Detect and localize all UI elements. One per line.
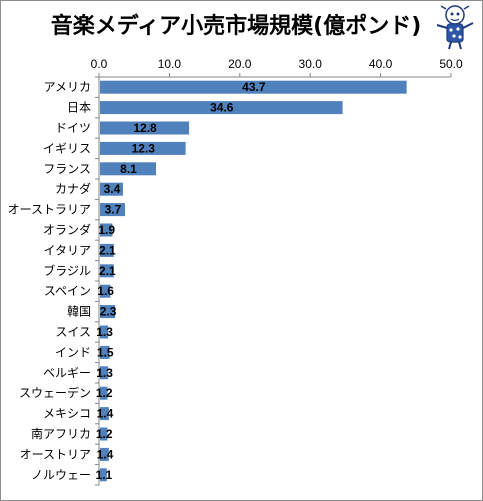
mascot-illustration-icon (436, 5, 474, 50)
x-tick-label: 50.0 (439, 57, 463, 71)
bar (100, 141, 186, 155)
data-label: 2.1 (99, 243, 116, 257)
data-label: 1.9 (98, 223, 115, 237)
chart-title: 音楽メディア小売市場規模(億ポンド) (50, 14, 422, 39)
data-label: 34.6 (210, 101, 234, 115)
category-label: 南アフリカ (31, 426, 91, 441)
data-label: 3.7 (105, 203, 122, 217)
x-tick-label: 40.0 (369, 57, 393, 71)
data-label: 1.2 (96, 386, 113, 400)
category-label: ドイツ (55, 121, 91, 135)
category-label: オーストリア (20, 447, 91, 461)
bar (100, 223, 113, 237)
data-label: 1.4 (97, 447, 114, 461)
data-label: 1.6 (97, 284, 114, 298)
bar (100, 80, 407, 94)
category-label: ノルウェー (31, 468, 91, 482)
category-label: 日本 (67, 101, 91, 115)
category-label: ブラジル (43, 263, 91, 278)
category-label: フランス (43, 162, 91, 176)
category-label: スペイン (44, 284, 91, 298)
bar (100, 345, 110, 359)
bar (100, 386, 108, 400)
data-label: 1.5 (97, 345, 114, 359)
data-label: 12.3 (132, 141, 156, 155)
data-label: 8.1 (120, 162, 137, 176)
category-label: スウェーデン (19, 385, 91, 400)
bar (100, 101, 343, 115)
x-tick-label: 20.0 (228, 57, 252, 71)
bar (100, 121, 190, 135)
x-tick-label: 30.0 (299, 57, 323, 71)
bar (100, 447, 109, 461)
bar (100, 305, 116, 319)
category-label: 韓国 (67, 305, 91, 319)
category-label: アメリカ (44, 80, 91, 94)
data-label: 1.1 (96, 468, 113, 482)
x-tick-label: 10.0 (158, 57, 182, 71)
category-label: スイス (55, 325, 91, 339)
bar (100, 182, 123, 196)
category-label: メキシコ (43, 407, 91, 421)
category-label: カナダ (55, 181, 91, 196)
data-label: 1.2 (96, 427, 113, 441)
bar (100, 203, 126, 217)
data-label: 12.8 (133, 121, 157, 135)
bar (100, 427, 108, 441)
bar (100, 264, 114, 278)
x-tick-label: 0.0 (91, 57, 108, 71)
category-label: イタリア (43, 243, 91, 257)
bar (100, 243, 114, 257)
bar (100, 407, 109, 421)
data-label: 2.3 (100, 305, 117, 319)
data-label: 3.4 (104, 182, 121, 196)
bar (100, 284, 111, 298)
category-label: ベルギー (43, 366, 91, 380)
data-label: 43.7 (242, 80, 266, 94)
category-label: オーストラリア (8, 203, 91, 217)
category-label: インド (55, 345, 91, 359)
category-label: イギリス (43, 141, 91, 155)
data-label: 1.4 (97, 407, 114, 421)
bar (100, 162, 157, 176)
bar (100, 468, 107, 482)
bar (100, 366, 109, 380)
data-label: 2.1 (99, 264, 116, 278)
bar (100, 325, 109, 339)
category-label: オランダ (43, 222, 91, 237)
data-label: 1.3 (96, 325, 113, 339)
data-label: 1.3 (96, 366, 113, 380)
